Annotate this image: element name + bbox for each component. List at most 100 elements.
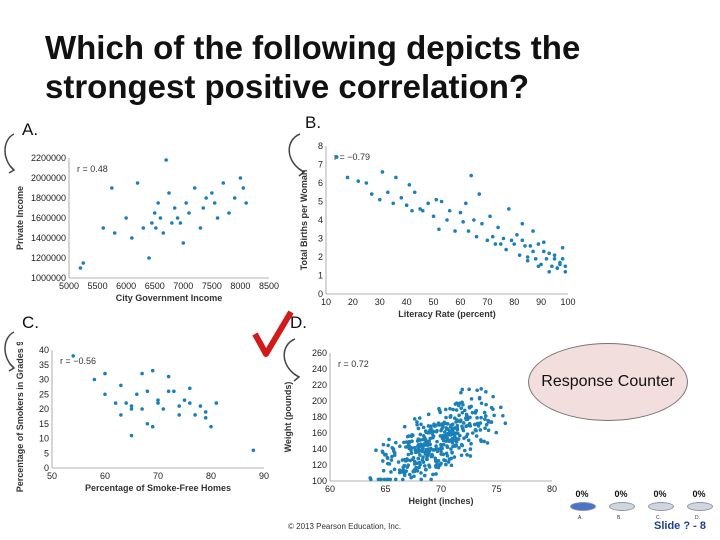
x-tick-label: 60 xyxy=(455,297,465,307)
data-point xyxy=(156,201,160,205)
data-point xyxy=(418,207,422,211)
data-point xyxy=(416,426,421,431)
data-point xyxy=(421,425,426,430)
data-point xyxy=(391,449,396,453)
response-counter[interactable]: Response Counter xyxy=(528,343,688,421)
data-point xyxy=(435,439,439,444)
data-point xyxy=(478,421,483,425)
data-point xyxy=(181,241,186,245)
data-point xyxy=(560,257,565,261)
data-point xyxy=(448,406,452,411)
data-point xyxy=(215,216,220,220)
data-point xyxy=(71,354,75,358)
scatter-chart-b[interactable]: 10 20 30 40 50 60 70 80 90 100 0 1 2 3 4 5 6 7 8 Literacy R… xyxy=(298,140,588,325)
y-tick-label: 220 xyxy=(312,380,327,390)
y-tick-label: 6 xyxy=(318,178,323,188)
y-tick-label: 2200000 xyxy=(31,153,66,163)
data-point xyxy=(469,397,474,401)
slide-number: Slide ? - 8 xyxy=(654,520,706,532)
data-point xyxy=(440,426,444,431)
data-point xyxy=(124,216,128,220)
data-point xyxy=(477,192,482,196)
data-point xyxy=(356,179,361,183)
data-point xyxy=(377,197,382,202)
scatter-chart-d[interactable]: 60 65 70 75 80 100 120 140 160 180 200 220 240 260 Hei… xyxy=(282,345,567,513)
data-point xyxy=(536,264,541,269)
data-point xyxy=(552,257,557,261)
data-point xyxy=(124,401,128,405)
data-point xyxy=(485,441,490,445)
data-point xyxy=(454,408,459,412)
data-point xyxy=(439,461,443,466)
data-point xyxy=(419,471,423,475)
data-point xyxy=(459,390,463,395)
correlation-annotation: r = 0.72 xyxy=(338,359,369,369)
y-tick-label: 0 xyxy=(318,289,323,299)
data-point xyxy=(498,242,503,246)
option-label-b: B. xyxy=(305,113,322,132)
data-point xyxy=(426,412,431,417)
data-point xyxy=(489,405,494,410)
data-point xyxy=(493,242,498,246)
data-point xyxy=(403,459,408,463)
data-point xyxy=(442,420,447,425)
data-point xyxy=(119,413,123,417)
y-tick-label: 4 xyxy=(318,215,323,225)
data-point xyxy=(334,155,339,159)
data-point xyxy=(409,475,413,480)
data-point xyxy=(441,438,446,443)
data-point xyxy=(464,201,468,206)
data-point xyxy=(441,452,446,457)
correlation-annotation: r = 0.48 xyxy=(77,164,108,174)
data-point xyxy=(439,199,444,204)
data-point xyxy=(209,424,213,429)
data-point xyxy=(435,462,439,466)
data-point xyxy=(212,201,217,205)
data-point xyxy=(448,415,453,419)
data-point xyxy=(381,442,386,447)
data-point xyxy=(141,226,146,230)
y-tick-label: 0 xyxy=(44,463,49,473)
data-point xyxy=(470,431,475,435)
y-tick-label: 2000000 xyxy=(31,173,66,183)
data-point xyxy=(425,454,429,459)
x-axis-title: Height (inches) xyxy=(408,496,473,506)
data-point xyxy=(381,459,385,463)
data-point xyxy=(483,417,487,421)
correlation-annotation: r = −0.79 xyxy=(334,152,370,162)
data-point xyxy=(145,389,150,394)
response-percent-b: 0% xyxy=(614,489,628,499)
data-point xyxy=(440,435,445,439)
curved-arrow-icon xyxy=(283,338,301,382)
data-point xyxy=(437,227,441,232)
y-tick-label: 1 xyxy=(318,271,323,281)
curved-arrow-icon xyxy=(288,133,306,177)
data-point xyxy=(409,434,414,439)
data-point xyxy=(406,434,411,438)
data-point xyxy=(426,448,430,453)
y-axis-title: Weight (pounds) xyxy=(283,382,293,453)
scatter-chart-a[interactable]: 5000 5500 6000 6500 7000 7500 8000 8500 1000000 1… xyxy=(14,150,282,310)
scatter-chart-c[interactable]: 50 60 70 80 90 0 5 10 15 20 25 30 35 40 Percentage of … xyxy=(14,342,276,504)
data-point xyxy=(429,477,433,482)
data-point xyxy=(410,439,414,444)
data-point xyxy=(533,257,538,261)
data-point xyxy=(460,443,465,448)
data-point xyxy=(130,236,134,240)
data-point xyxy=(459,406,464,411)
data-point xyxy=(389,458,394,462)
data-point xyxy=(547,251,551,256)
data-point xyxy=(431,214,436,219)
data-point xyxy=(542,249,546,254)
data-point xyxy=(241,186,246,190)
data-point xyxy=(182,398,187,402)
x-axis-title: City Government Income xyxy=(116,293,223,303)
data-point xyxy=(474,234,479,239)
data-point xyxy=(172,389,176,394)
data-point xyxy=(517,253,522,257)
x-tick-label: 70 xyxy=(436,484,446,494)
data-point xyxy=(442,430,447,434)
x-tick-label: 90 xyxy=(259,471,269,481)
correlation-annotation: r = −0.56 xyxy=(60,356,96,366)
data-point xyxy=(423,467,428,472)
